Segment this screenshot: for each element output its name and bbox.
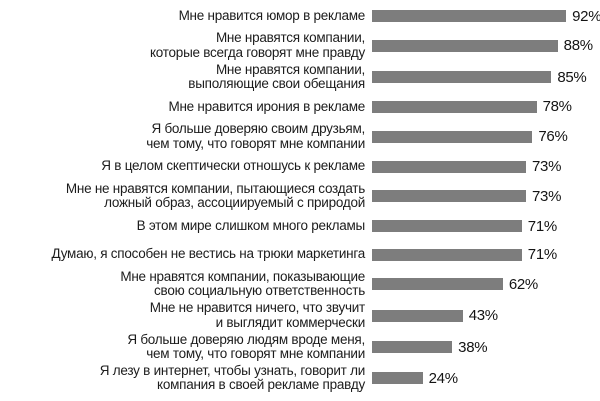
- bar-category-label: Мне не нравятся компании, пытающиеся соз…: [65, 180, 365, 211]
- chart-row: Мне нравится ирония в рекламе 78%: [0, 94, 600, 120]
- bar: [372, 160, 527, 173]
- bar-category-label: В этом мире слишком много рекламы: [136, 218, 366, 234]
- chart-row: Мне нравятся компании, выполяющие свои об…: [0, 61, 600, 92]
- bar: [372, 10, 567, 22]
- bar-value-label: 76%: [538, 128, 568, 146]
- bar-value-label: 71%: [527, 246, 557, 264]
- chart-row: Я в целом скептически отношусь к рекламе…: [0, 154, 600, 180]
- bar: [372, 100, 537, 113]
- bar-category-label: Мне нравятся компании, показывающие свою …: [120, 268, 365, 299]
- bar-category-label: Мне не нравится ничего, что звучит и выгл…: [149, 300, 366, 330]
- bar-value-label: 62%: [508, 275, 538, 293]
- bar-category-label: Думаю, я способен не вестись на трюки ма…: [51, 246, 366, 262]
- bar: [372, 190, 527, 203]
- bar-category-label: Я больше доверяю своим друзьям, чем тому,…: [146, 121, 365, 151]
- bar: [372, 39, 558, 52]
- bar-category-label: Мне нравится ирония в рекламе: [168, 98, 365, 114]
- chart-row: Мне не нравится ничего, что звучит и выгл…: [0, 301, 600, 330]
- bar-value-label: 92%: [572, 7, 600, 25]
- bar: [372, 309, 463, 322]
- bar: [372, 220, 522, 233]
- bar-value-label: 88%: [563, 37, 593, 55]
- bar: [372, 372, 423, 385]
- bar-value-label: 78%: [542, 98, 572, 116]
- bar-value-label: 73%: [532, 158, 562, 176]
- bar-value-label: 71%: [527, 217, 557, 235]
- chart-row: Мне нравятся компании, которые всегда гов…: [0, 31, 600, 60]
- bar-value-label: 73%: [532, 187, 562, 205]
- bar-value-label: 24%: [428, 369, 458, 387]
- chart-row: Мне нравится юмор в рекламе 92%: [0, 3, 600, 29]
- bar-category-label: Я лезу в интернет, чтобы узнать, говорит…: [99, 362, 365, 393]
- bar: [372, 71, 552, 84]
- bar: [372, 248, 522, 261]
- chart-row: Мне не нравятся компании, пытающиеся соз…: [0, 180, 600, 211]
- bar-category-label: Мне нравятся компании, которые всегда гов…: [150, 30, 365, 60]
- bar: [372, 278, 503, 291]
- chart-row: Я больше доверяю людям вроде меня, чем то…: [0, 331, 600, 362]
- chart-row: В этом мире слишком много рекламы 71%: [0, 213, 600, 239]
- chart-row: Мне нравятся компании, показывающие свою …: [0, 268, 600, 299]
- bar-value-label: 85%: [557, 68, 587, 86]
- chart-row: Я лезу в интернет, чтобы узнать, говорит…: [0, 362, 600, 393]
- bar-value-label: 38%: [458, 338, 488, 356]
- bar-value-label: 43%: [468, 307, 498, 325]
- chart-row: Думаю, я способен не вестись на трюки ма…: [0, 242, 600, 268]
- chart-row: Я больше доверяю своим друзьям, чем тому,…: [0, 122, 600, 151]
- bar-category-label: Мне нравится юмор в рекламе: [178, 7, 366, 23]
- bar: [372, 341, 453, 354]
- bar-category-label: Я в целом скептически отношусь к рекламе: [101, 158, 365, 174]
- bar-category-label: Я больше доверяю людям вроде меня, чем то…: [127, 331, 365, 362]
- bar-category-label: Мне нравятся компании, выполяющие свои об…: [188, 61, 365, 92]
- bar: [372, 130, 533, 143]
